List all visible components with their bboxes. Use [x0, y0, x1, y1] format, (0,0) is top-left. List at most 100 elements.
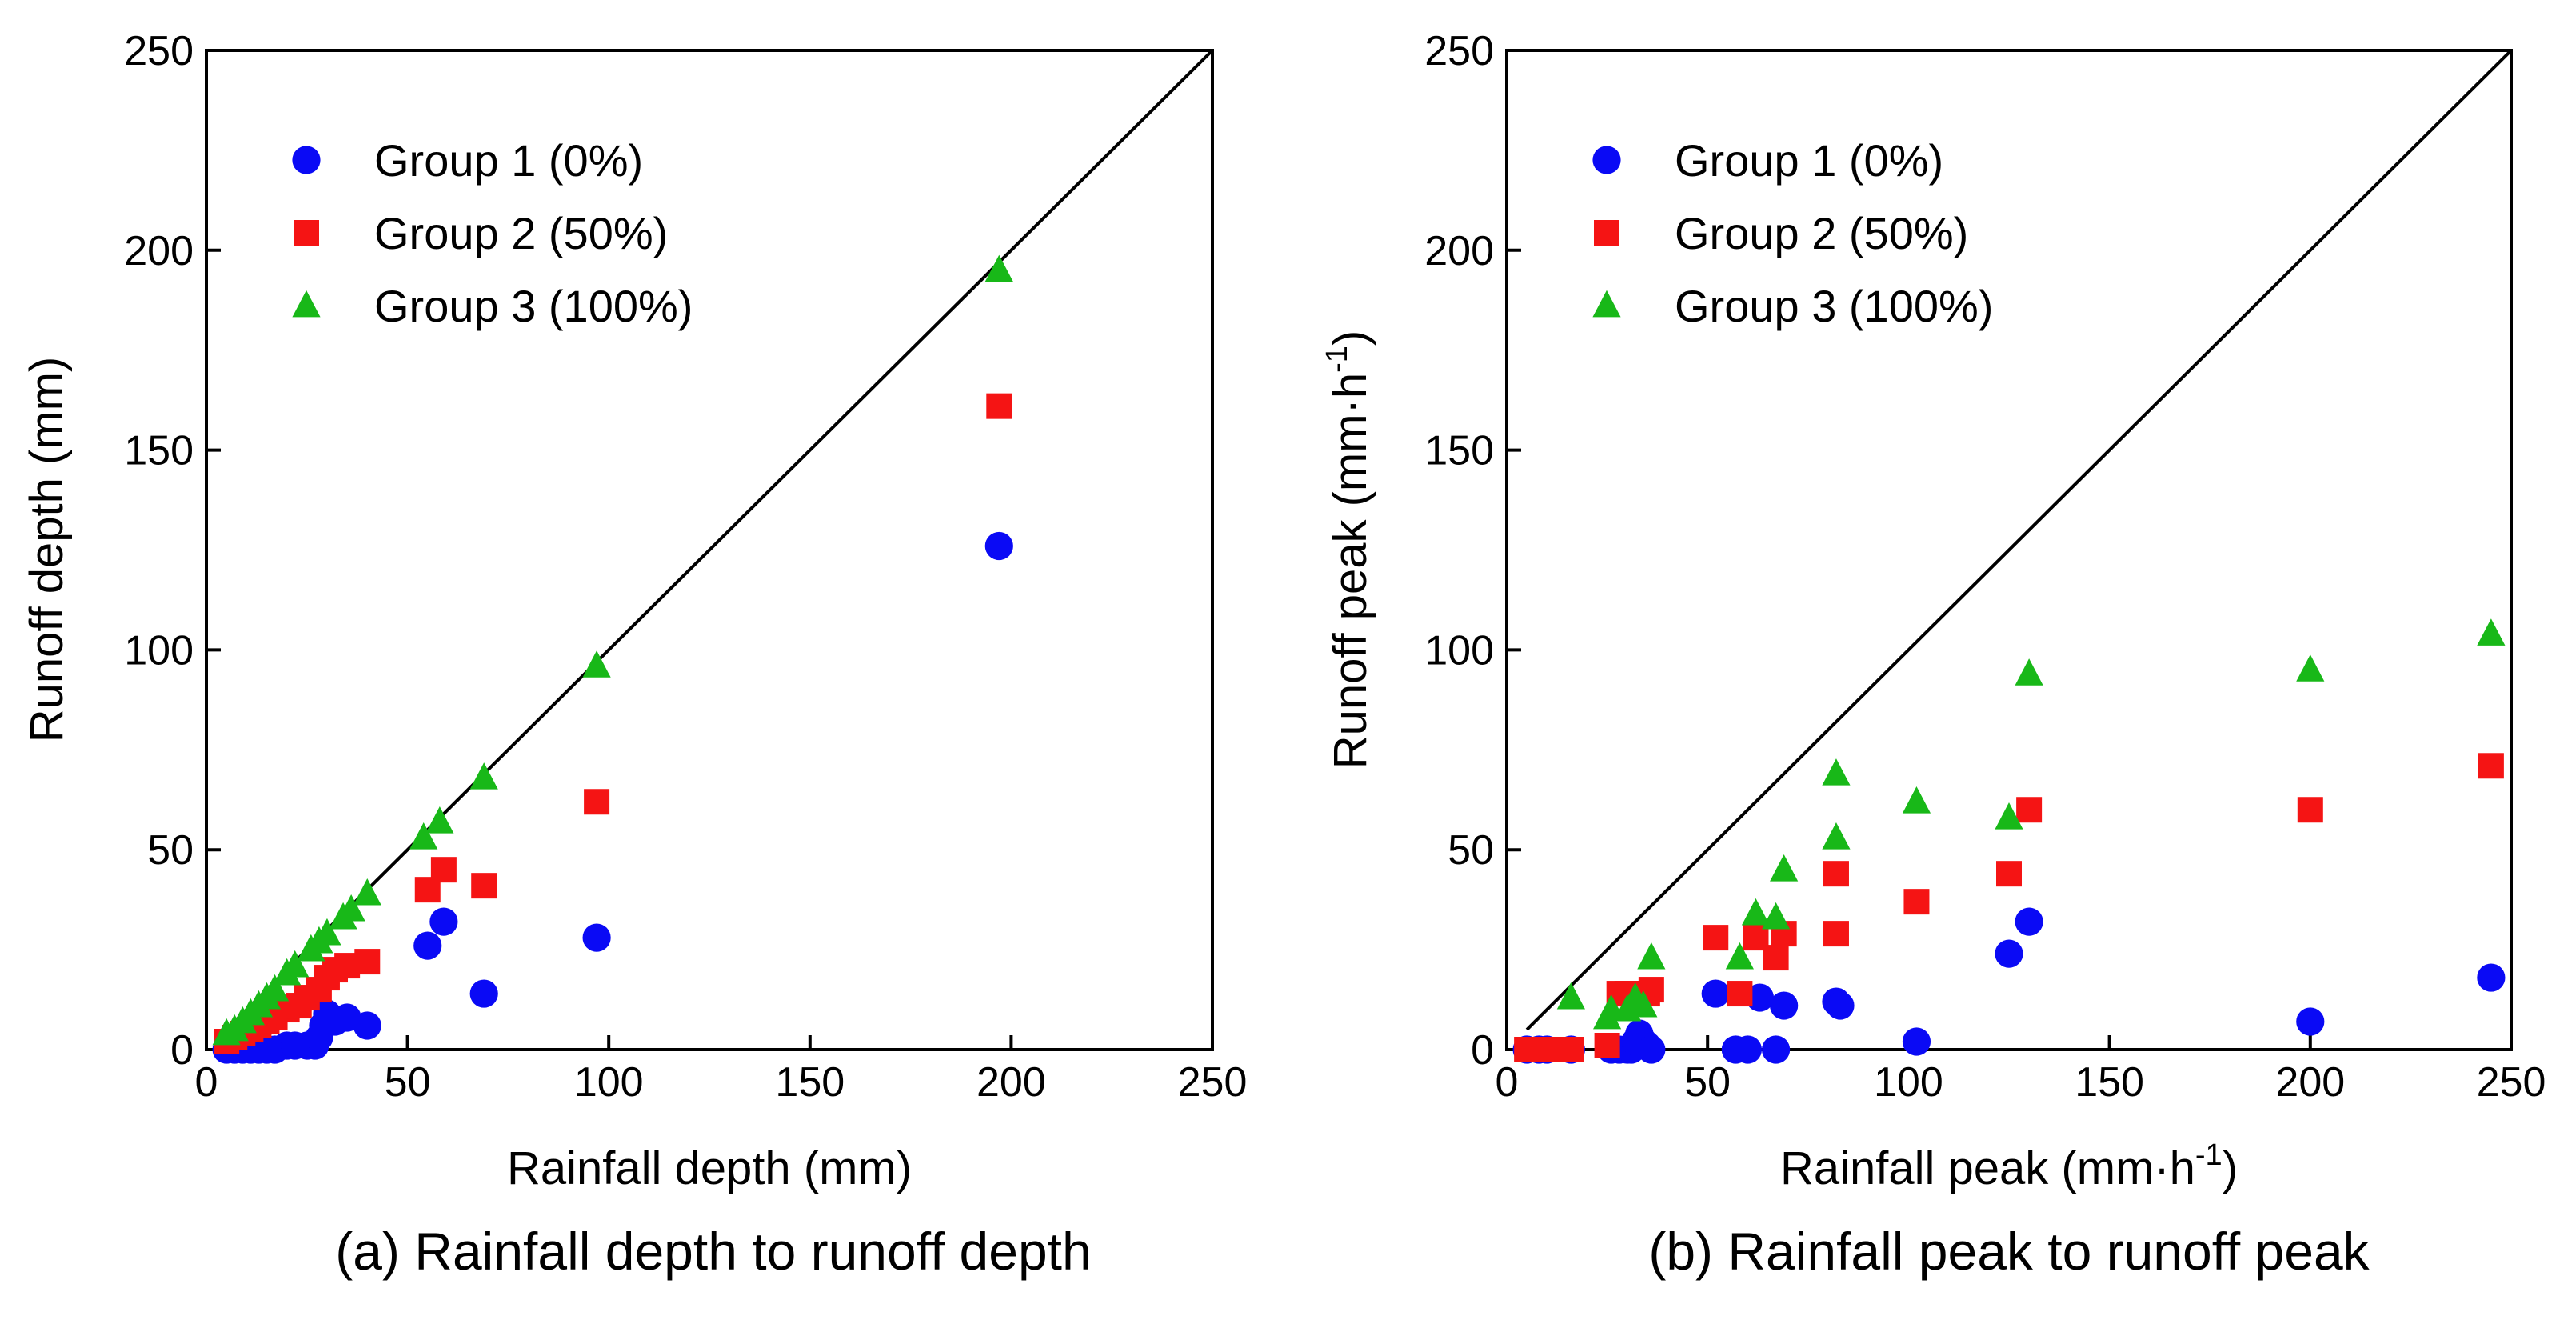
- panel-b-chart: 0 50 100 150 200 250 0 50 100 150 200 250 Group 1 (…: [1320, 28, 2546, 1281]
- panel-b-plot-frame: [1505, 49, 2513, 1051]
- x-tick-label: 200: [976, 1059, 1046, 1106]
- panel-a-chart: 0 50 100 150 200 250 0 50 100 150 200 250 Group 1 (…: [21, 28, 1247, 1281]
- group3-data-point: [1725, 942, 1754, 970]
- panel-a-ticks: 0 50 100 150 200 250 0 50 100 150 200 250: [124, 28, 1247, 1106]
- panel-a-data-points: [212, 254, 1013, 1064]
- group3-data-point: [337, 894, 365, 922]
- group1-data-point: [2015, 907, 2043, 936]
- x-tick-label: 100: [1874, 1059, 1943, 1106]
- y-tick-label: 200: [124, 228, 194, 274]
- group3-data-point: [1741, 898, 1771, 926]
- panel-a-plot-frame: [205, 49, 1214, 1051]
- legend-label-group3: Group 3 (100%): [1675, 281, 1993, 331]
- group3-data-point: [353, 878, 381, 906]
- panel-b-one-to-one-line: [1525, 49, 2513, 1031]
- group3-data-point: [1556, 982, 1585, 1010]
- legend-marker-group3: [1592, 290, 1621, 318]
- group1-data-point: [469, 979, 498, 1008]
- legend-marker-group1: [1592, 146, 1621, 174]
- group2-data-point: [1558, 1037, 1584, 1062]
- panel-a-one-to-one-line: [225, 49, 1214, 1031]
- panel-a-y-axis-label: Runoff depth (mm): [21, 357, 73, 742]
- y-tick-label: 200: [1424, 228, 1494, 274]
- group2-data-point: [584, 789, 610, 815]
- x-tick-label: 0: [1496, 1059, 1519, 1106]
- panel-b-x-axis-label-main: Rainfall peak (mm·h: [1780, 1142, 2195, 1194]
- x-tick-label: 50: [385, 1059, 431, 1106]
- group1-data-point: [413, 931, 442, 960]
- legend-marker-group2: [1594, 220, 1619, 246]
- panel-b-x-axis-label-tail: ): [2223, 1142, 2238, 1194]
- group3-data-point: [984, 254, 1013, 282]
- group3-data-point: [425, 806, 454, 834]
- group3-data-point: [1770, 854, 1799, 882]
- group2-data-point: [1996, 861, 2022, 887]
- group2-data-point: [2297, 797, 2323, 823]
- group1-data-point: [1826, 991, 1855, 1020]
- group2-data-point: [2478, 753, 2504, 779]
- panel-b-y-axis-label-tail: ): [1324, 330, 1376, 346]
- y-tick-label: 100: [1424, 627, 1494, 674]
- panel-a-x-axis-label: Rainfall depth (mm): [507, 1142, 912, 1194]
- panel-b-legend: Group 1 (0%) Group 2 (50%) Group 3 (100%): [1592, 135, 1993, 331]
- legend-marker-group2: [294, 220, 319, 246]
- group3-data-point: [260, 974, 290, 1002]
- group1-data-point: [582, 923, 611, 952]
- group2-data-point: [1903, 889, 1930, 915]
- y-tick-label: 250: [124, 28, 194, 74]
- group3-data-point: [469, 762, 498, 790]
- group2-data-point: [471, 873, 497, 899]
- group3-data-point: [281, 950, 310, 978]
- group2-data-point: [354, 949, 381, 975]
- y-tick-label: 150: [124, 428, 194, 474]
- group1-data-point: [1995, 939, 2023, 968]
- y-tick-label: 50: [1448, 827, 1494, 874]
- group1-data-point: [429, 907, 458, 936]
- group3-data-point: [313, 918, 341, 946]
- group1-data-point: [1733, 1035, 1763, 1064]
- legend-label-group2: Group 2 (50%): [374, 208, 668, 258]
- x-tick-label: 250: [2477, 1059, 2546, 1106]
- y-tick-label: 0: [1471, 1027, 1494, 1074]
- group3-data-point: [1902, 786, 1931, 814]
- panel-b-y-axis-label-superscript: -1: [1320, 346, 1354, 373]
- panel-b-y-axis-label-main: Runoff peak (mm·h: [1324, 373, 1376, 769]
- group1-data-point: [984, 531, 1013, 561]
- group1-data-point: [1770, 991, 1799, 1020]
- x-tick-label: 250: [1178, 1059, 1248, 1106]
- x-tick-label: 50: [1684, 1059, 1731, 1106]
- group1-data-point: [2296, 1007, 2325, 1036]
- group2-data-point: [1823, 861, 1849, 887]
- group1-data-point: [1637, 1035, 1666, 1064]
- group1-data-point: [1701, 979, 1730, 1008]
- y-tick-label: 0: [170, 1027, 194, 1074]
- panel-a-legend: Group 1 (0%) Group 2 (50%) Group 3 (100%): [292, 135, 693, 331]
- group2-data-point: [1823, 921, 1849, 947]
- panel-b-ticks: 0 50 100 150 200 250 0 50 100 150 200 250: [1424, 28, 2546, 1106]
- group2-data-point: [1703, 925, 1729, 951]
- group2-data-point: [1594, 1033, 1620, 1059]
- group3-data-point: [2477, 618, 2506, 646]
- group3-data-point: [2296, 654, 2325, 682]
- group3-data-point: [1637, 942, 1666, 970]
- panel-b-data-points: [1512, 618, 2506, 1064]
- legend-marker-group3: [292, 290, 321, 318]
- group2-data-point: [986, 393, 1012, 419]
- y-tick-label: 150: [1424, 428, 1494, 474]
- legend-marker-group1: [292, 146, 321, 174]
- legend-label-group1: Group 1 (0%): [374, 135, 643, 186]
- group1-data-point: [1902, 1027, 1931, 1056]
- group1-data-point: [1762, 1035, 1791, 1064]
- group2-data-point: [430, 857, 457, 883]
- group3-data-point: [1822, 822, 1851, 850]
- x-tick-label: 200: [2275, 1059, 2345, 1106]
- x-tick-label: 150: [2075, 1059, 2144, 1106]
- x-tick-label: 100: [574, 1059, 644, 1106]
- panel-a-caption: (a) Rainfall depth to runoff depth: [335, 1222, 1091, 1281]
- y-tick-label: 100: [124, 627, 194, 674]
- panel-b-x-axis-label-superscript: -1: [2195, 1138, 2223, 1172]
- legend-label-group1: Group 1 (0%): [1675, 135, 1943, 186]
- group3-data-point: [582, 650, 611, 678]
- group1-data-point: [1745, 983, 1775, 1012]
- group2-data-point: [1727, 981, 1753, 1007]
